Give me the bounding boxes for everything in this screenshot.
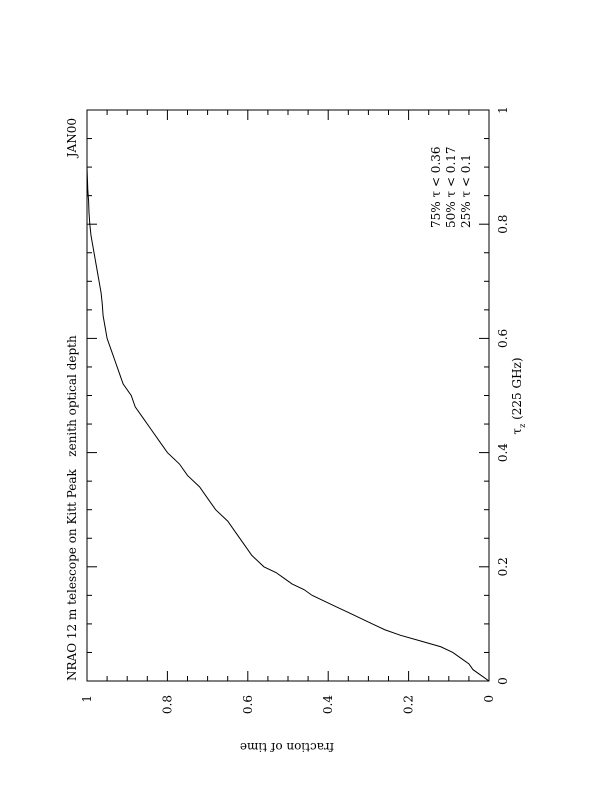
y-axis-label: fraction of time	[240, 740, 334, 754]
annotation-line: 50% τ < 0.17	[444, 146, 458, 228]
axis-ticks	[86, 109, 490, 682]
chart-title: NRAO 12 m telescope on Kitt Peak	[65, 468, 79, 681]
x-axis-label-sub: z	[518, 424, 527, 428]
chart-subtitle: zenith optical depth	[65, 335, 79, 457]
annotation-line: 25% τ < 0.1	[459, 154, 473, 228]
chart-tag: JAN00	[65, 118, 79, 159]
y-tick-label: 1	[80, 695, 94, 703]
x-tick-label: 0.8	[496, 215, 510, 234]
annotation-line: 75% τ < 0.36	[429, 146, 443, 228]
data-series	[86, 110, 490, 682]
x-axis-label-main: τ	[510, 428, 524, 435]
annotations: 75% τ < 0.36 50% τ < 0.17 25% τ < 0.1	[429, 146, 473, 228]
cumulative-curve	[86, 110, 490, 682]
x-axis-label-rest: (225 GHz)	[510, 357, 524, 423]
x-tick-label: 0.6	[496, 329, 510, 348]
y-tick-label: 0	[482, 695, 496, 703]
x-tick-label: 0	[496, 677, 510, 685]
x-tick-label: 0.4	[496, 443, 510, 462]
x-tick-label: 1	[496, 106, 510, 114]
y-tick-label: 0.8	[160, 695, 174, 714]
x-tick-label: 0.2	[496, 557, 510, 576]
y-tick-label: 0.2	[402, 695, 416, 714]
y-tick-label: 0.6	[241, 695, 255, 714]
x-axis-label: τz (225 GHz)	[510, 357, 527, 434]
tick-labels: 0 0.2 0.4 0.6 0.8 1 0 0.2 0.4 0.6 0.8 1	[80, 106, 510, 714]
y-tick-label: 0.4	[321, 695, 335, 714]
